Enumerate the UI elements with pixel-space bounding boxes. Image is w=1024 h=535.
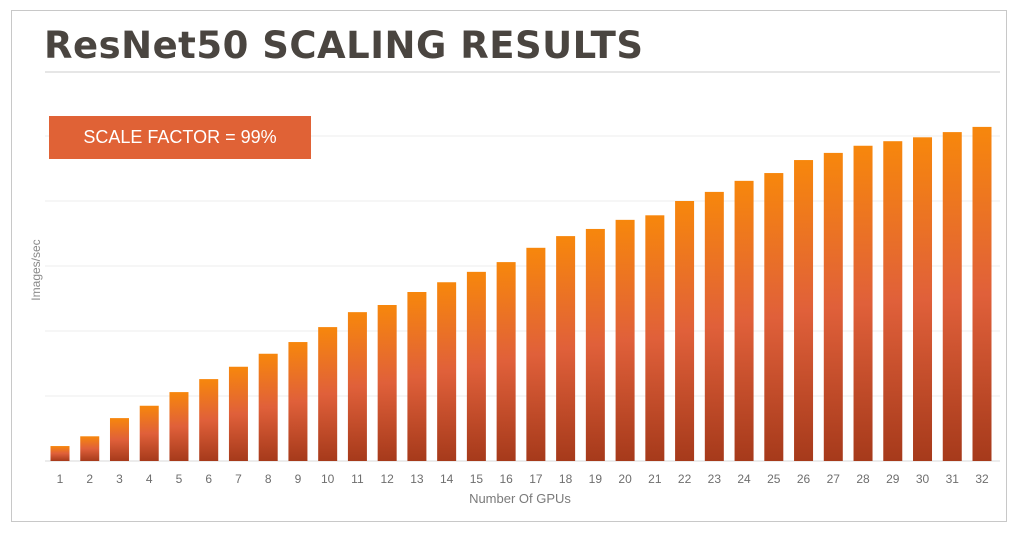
x-tick-label: 31: [946, 472, 960, 486]
x-tick-label: 8: [265, 472, 272, 486]
bar-gpus-6: [199, 379, 219, 461]
x-tick-label: 30: [916, 472, 930, 486]
bar-gpus-17: [526, 247, 546, 461]
bar-gpus-31: [942, 132, 962, 461]
x-tick-label: 32: [975, 472, 989, 486]
bar-gpus-9: [288, 342, 308, 461]
x-tick-label: 21: [648, 472, 662, 486]
bar-gpus-2: [80, 436, 100, 461]
bar-gpus-22: [675, 201, 695, 461]
bar-gpus-21: [645, 215, 665, 461]
x-tick-label: 2: [86, 472, 93, 486]
x-tick-label: 18: [559, 472, 573, 486]
x-tick-label: 12: [380, 472, 394, 486]
x-tick-label: 29: [886, 472, 900, 486]
x-tick-label: 26: [797, 472, 811, 486]
x-tick-label: 14: [440, 472, 454, 486]
bar-gpus-30: [913, 137, 933, 462]
bar-gpus-18: [556, 236, 576, 461]
x-tick-label: 17: [529, 472, 543, 486]
bar-gpus-14: [437, 282, 457, 461]
y-axis-label: Images/sec: [29, 239, 43, 300]
x-tick-label: 4: [146, 472, 153, 486]
bar-gpus-11: [347, 312, 367, 461]
x-tick-label: 1: [57, 472, 64, 486]
bar-gpus-27: [823, 152, 843, 461]
x-tick-label: 27: [827, 472, 841, 486]
x-tick-label: 28: [856, 472, 870, 486]
x-tick-label: 19: [589, 472, 603, 486]
bar-gpus-1: [50, 446, 70, 461]
bar-gpus-32: [972, 126, 992, 462]
x-tick-label: 7: [235, 472, 242, 486]
bar-gpus-24: [734, 180, 754, 461]
bar-gpus-25: [764, 173, 784, 462]
scale-factor-callout: SCALE FACTOR = 99%: [49, 116, 311, 159]
bar-gpus-28: [853, 145, 873, 461]
bar-gpus-12: [377, 305, 397, 461]
chart-title: ResNet50 SCALING RESULTS: [44, 24, 644, 67]
x-tick-label: 16: [499, 472, 513, 486]
x-tick-label: 10: [321, 472, 335, 486]
bar-gpus-23: [704, 191, 724, 461]
x-tick-label: 6: [205, 472, 212, 486]
x-tick-label: 5: [176, 472, 183, 486]
x-axis-label: Number Of GPUs: [469, 491, 571, 506]
bar-gpus-3: [109, 418, 129, 461]
x-tick-label: 23: [708, 472, 722, 486]
bar-gpus-26: [794, 160, 814, 462]
bar-gpus-29: [883, 141, 903, 461]
bar-gpus-8: [258, 353, 278, 461]
bar-gpus-7: [228, 366, 248, 461]
bar-gpus-19: [585, 228, 605, 461]
bar-gpus-4: [139, 405, 159, 461]
bar-gpus-10: [318, 327, 338, 461]
bar-gpus-20: [615, 219, 635, 461]
x-tick-label: 11: [351, 472, 364, 486]
x-tick-label: 3: [116, 472, 123, 486]
x-tick-label: 22: [678, 472, 692, 486]
bar-gpus-13: [407, 292, 427, 461]
x-tick-label: 24: [737, 472, 751, 486]
bar-gpus-5: [169, 392, 189, 461]
x-tick-label: 13: [410, 472, 424, 486]
x-tick-label: 25: [767, 472, 781, 486]
bar-gpus-16: [496, 262, 516, 461]
x-tick-label: 9: [295, 472, 302, 486]
bar-gpus-15: [466, 271, 486, 461]
x-tick-label: 15: [470, 472, 484, 486]
x-tick-label: 20: [618, 472, 632, 486]
slide-frame: [11, 10, 1007, 522]
